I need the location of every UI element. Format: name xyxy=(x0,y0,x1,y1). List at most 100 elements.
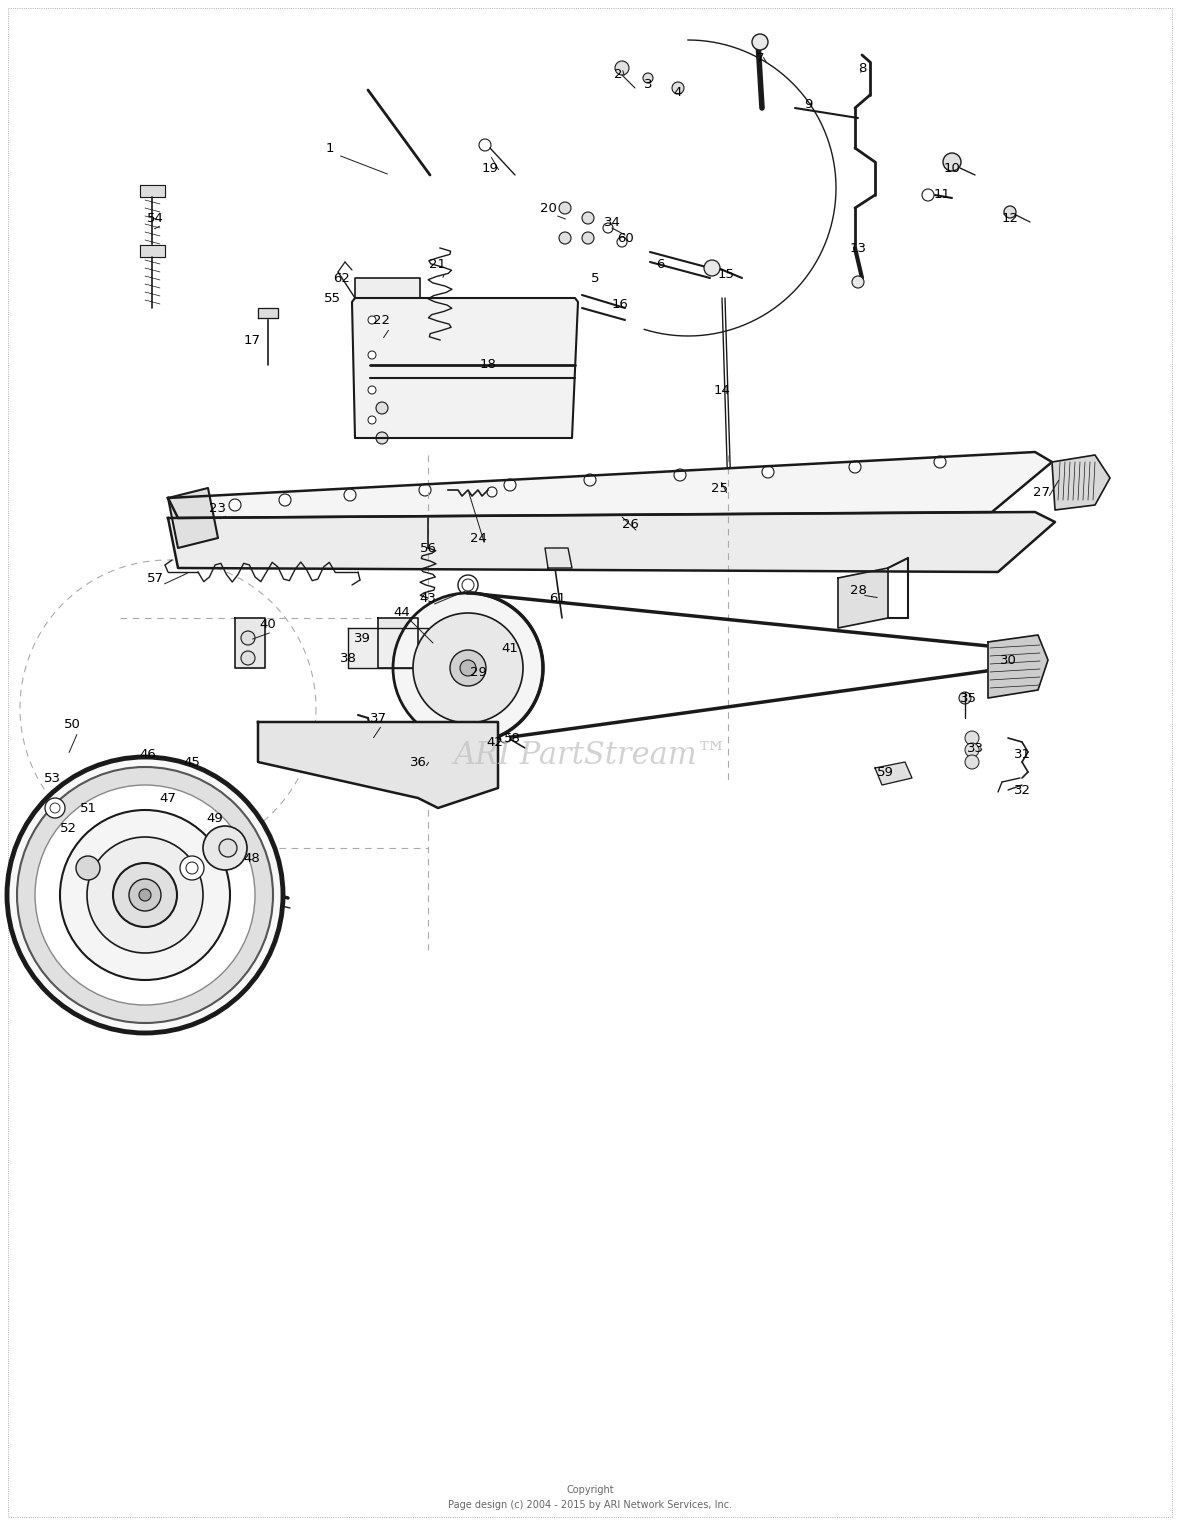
Text: 58: 58 xyxy=(504,732,520,744)
Circle shape xyxy=(368,416,376,424)
Text: 35: 35 xyxy=(959,691,977,705)
Circle shape xyxy=(582,232,594,244)
Text: 40: 40 xyxy=(260,619,276,631)
Text: 15: 15 xyxy=(717,268,734,282)
Text: 11: 11 xyxy=(933,189,951,201)
Circle shape xyxy=(460,660,476,676)
Circle shape xyxy=(965,730,979,746)
Text: 43: 43 xyxy=(420,592,437,604)
Circle shape xyxy=(584,474,596,486)
Circle shape xyxy=(368,351,376,358)
Circle shape xyxy=(35,785,255,1005)
Circle shape xyxy=(450,650,486,686)
Text: 62: 62 xyxy=(334,271,350,285)
Text: 60: 60 xyxy=(617,232,634,244)
Circle shape xyxy=(376,403,388,413)
Text: 46: 46 xyxy=(139,749,157,761)
Text: 2: 2 xyxy=(614,69,622,81)
Circle shape xyxy=(129,878,160,910)
Polygon shape xyxy=(352,297,578,438)
Circle shape xyxy=(45,798,65,817)
Text: 9: 9 xyxy=(804,99,812,111)
Text: 49: 49 xyxy=(206,811,223,825)
Circle shape xyxy=(345,490,356,502)
Text: 57: 57 xyxy=(146,572,164,584)
Circle shape xyxy=(181,856,204,880)
Text: 6: 6 xyxy=(656,259,664,271)
Text: 24: 24 xyxy=(470,532,486,544)
Text: 3: 3 xyxy=(644,78,653,92)
Circle shape xyxy=(7,756,283,1032)
Text: 54: 54 xyxy=(146,212,164,224)
Text: 7: 7 xyxy=(755,52,765,64)
Text: 37: 37 xyxy=(369,712,387,724)
Text: 23: 23 xyxy=(210,502,227,514)
Text: 29: 29 xyxy=(470,665,486,679)
Text: 16: 16 xyxy=(611,299,629,311)
Polygon shape xyxy=(988,634,1048,698)
Polygon shape xyxy=(235,618,266,668)
Text: 8: 8 xyxy=(858,61,866,75)
Circle shape xyxy=(603,223,612,233)
Text: 48: 48 xyxy=(243,851,261,865)
Polygon shape xyxy=(876,762,912,785)
Text: 10: 10 xyxy=(944,162,961,174)
Text: 28: 28 xyxy=(850,584,866,596)
Circle shape xyxy=(203,827,247,869)
Text: 42: 42 xyxy=(486,735,504,749)
Polygon shape xyxy=(348,628,428,668)
Circle shape xyxy=(615,61,629,75)
Text: 39: 39 xyxy=(354,631,371,645)
Circle shape xyxy=(965,743,979,756)
Text: 45: 45 xyxy=(184,755,201,769)
Circle shape xyxy=(922,189,935,201)
Text: 4: 4 xyxy=(674,85,682,99)
Polygon shape xyxy=(838,567,889,628)
Circle shape xyxy=(229,499,241,511)
Text: ARI PartStream™: ARI PartStream™ xyxy=(453,740,727,770)
Text: Page design (c) 2004 - 2015 by ARI Network Services, Inc.: Page design (c) 2004 - 2015 by ARI Netwo… xyxy=(448,1501,732,1510)
Circle shape xyxy=(241,631,255,645)
Circle shape xyxy=(368,316,376,323)
Circle shape xyxy=(752,34,768,50)
Circle shape xyxy=(219,839,237,857)
Circle shape xyxy=(113,863,177,927)
Text: 31: 31 xyxy=(1014,749,1030,761)
Text: 14: 14 xyxy=(714,383,730,396)
Text: 5: 5 xyxy=(591,271,599,285)
Circle shape xyxy=(943,152,961,171)
Circle shape xyxy=(762,467,774,477)
Circle shape xyxy=(671,82,684,95)
Circle shape xyxy=(959,692,971,705)
Polygon shape xyxy=(258,721,498,808)
Polygon shape xyxy=(168,451,1053,518)
Text: 26: 26 xyxy=(622,518,638,532)
Circle shape xyxy=(139,889,151,901)
Text: 21: 21 xyxy=(430,259,446,271)
Text: 51: 51 xyxy=(79,802,97,814)
Text: 17: 17 xyxy=(243,334,261,346)
Circle shape xyxy=(559,232,571,244)
Text: 25: 25 xyxy=(712,482,728,494)
Text: Copyright: Copyright xyxy=(566,1485,614,1494)
Circle shape xyxy=(504,479,516,491)
Text: 44: 44 xyxy=(394,605,411,619)
Text: 56: 56 xyxy=(420,541,437,555)
Circle shape xyxy=(852,276,864,288)
Polygon shape xyxy=(355,278,420,297)
Polygon shape xyxy=(168,488,218,547)
Circle shape xyxy=(674,470,686,480)
Text: 47: 47 xyxy=(159,791,177,805)
Text: 13: 13 xyxy=(850,241,866,255)
Text: 22: 22 xyxy=(374,314,391,326)
Circle shape xyxy=(643,73,653,82)
Text: 1: 1 xyxy=(326,142,334,154)
Circle shape xyxy=(1004,206,1016,218)
Text: 50: 50 xyxy=(64,718,80,732)
Text: 34: 34 xyxy=(603,215,621,229)
Text: 38: 38 xyxy=(340,651,356,665)
Circle shape xyxy=(935,456,946,468)
Polygon shape xyxy=(140,246,165,258)
Polygon shape xyxy=(545,547,572,567)
Text: 19: 19 xyxy=(481,162,498,174)
